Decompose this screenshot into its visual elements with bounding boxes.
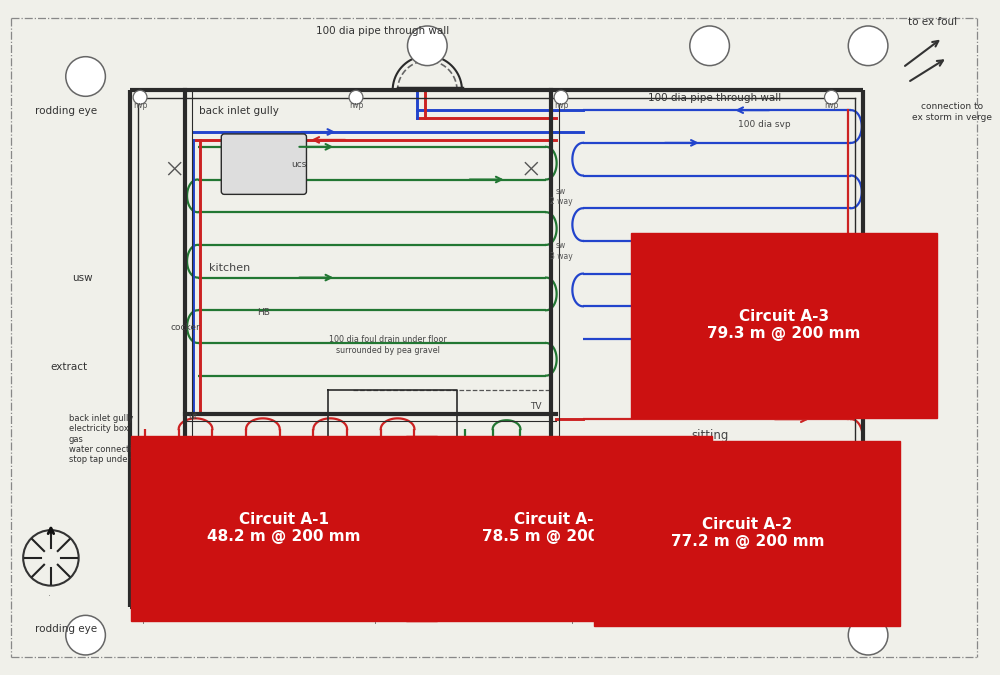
Text: rodding eye: rodding eye xyxy=(35,624,97,634)
Text: rwp: rwp xyxy=(133,101,147,110)
Text: 100 dia foul drain under floor
surrounded by pea gravel: 100 dia foul drain under floor surrounde… xyxy=(329,335,447,354)
Text: usw: usw xyxy=(72,273,93,283)
Text: Manifold: Manifold xyxy=(349,452,387,461)
Text: 100 dia pipe through wall: 100 dia pipe through wall xyxy=(316,26,449,36)
FancyBboxPatch shape xyxy=(221,134,306,194)
Text: Circuit A-1
48.2 m @ 200 mm: Circuit A-1 48.2 m @ 200 mm xyxy=(207,512,360,544)
Text: rwp: rwp xyxy=(554,101,568,110)
Text: rwp: rwp xyxy=(824,615,839,624)
Text: rodding eye: rodding eye xyxy=(35,106,97,116)
Text: sw
(ext): sw (ext) xyxy=(463,444,479,458)
Text: sw: sw xyxy=(467,485,477,491)
Text: Circuit A-4
78.5 m @ 200 mm: Circuit A-4 78.5 m @ 200 mm xyxy=(482,512,636,544)
Text: connection to
ex storm in verge: connection to ex storm in verge xyxy=(912,103,992,122)
Circle shape xyxy=(825,604,838,618)
Circle shape xyxy=(366,604,380,618)
Text: snug: snug xyxy=(235,485,263,495)
Circle shape xyxy=(23,530,79,586)
Circle shape xyxy=(554,90,568,104)
Text: extract: extract xyxy=(50,362,87,372)
Text: rwp: rwp xyxy=(562,615,576,624)
Text: kitchen: kitchen xyxy=(209,263,250,273)
Circle shape xyxy=(690,26,729,65)
Text: 100 dia svp: 100 dia svp xyxy=(738,120,790,129)
Text: cocker: cocker xyxy=(171,323,201,332)
Text: 2 way: 2 way xyxy=(462,506,482,512)
Text: back inlet gully: back inlet gully xyxy=(199,106,279,116)
Text: sw 2 way: sw 2 way xyxy=(616,484,651,493)
Text: 100 dia pipe through wall: 100 dia pipe through wall xyxy=(648,93,781,103)
Text: rwp: rwp xyxy=(824,101,839,110)
Text: sitting: sitting xyxy=(691,429,728,442)
Circle shape xyxy=(66,57,105,97)
Circle shape xyxy=(349,90,363,104)
Text: rwp: rwp xyxy=(349,101,363,110)
Text: to ex foul: to ex foul xyxy=(908,17,957,27)
Text: rwp: rwp xyxy=(366,615,380,624)
Text: HB: HB xyxy=(257,308,270,317)
Text: Circuit A-3
79.3 m @ 200 mm: Circuit A-3 79.3 m @ 200 mm xyxy=(707,309,861,342)
Circle shape xyxy=(848,26,888,65)
Text: sw (ext): sw (ext) xyxy=(860,388,891,397)
Circle shape xyxy=(66,616,105,655)
Circle shape xyxy=(825,90,838,104)
Circle shape xyxy=(408,26,447,65)
Text: Circuit A-2
77.2 m @ 200 mm: Circuit A-2 77.2 m @ 200 mm xyxy=(671,517,824,549)
Circle shape xyxy=(848,616,888,655)
Circle shape xyxy=(133,604,147,618)
Text: ut: ut xyxy=(188,412,197,421)
Circle shape xyxy=(133,90,147,104)
Circle shape xyxy=(562,604,576,618)
Text: TV: TV xyxy=(531,402,542,411)
Text: sw
3 way: sw 3 way xyxy=(550,241,572,261)
Text: ucs: ucs xyxy=(291,159,306,169)
Text: back inlet gully
electricity box
gas
water connection
stop tap under counter: back inlet gully electricity box gas wat… xyxy=(69,414,166,464)
Text: rwp: rwp xyxy=(133,615,147,624)
Text: sw
2 way: sw 2 way xyxy=(550,187,572,206)
